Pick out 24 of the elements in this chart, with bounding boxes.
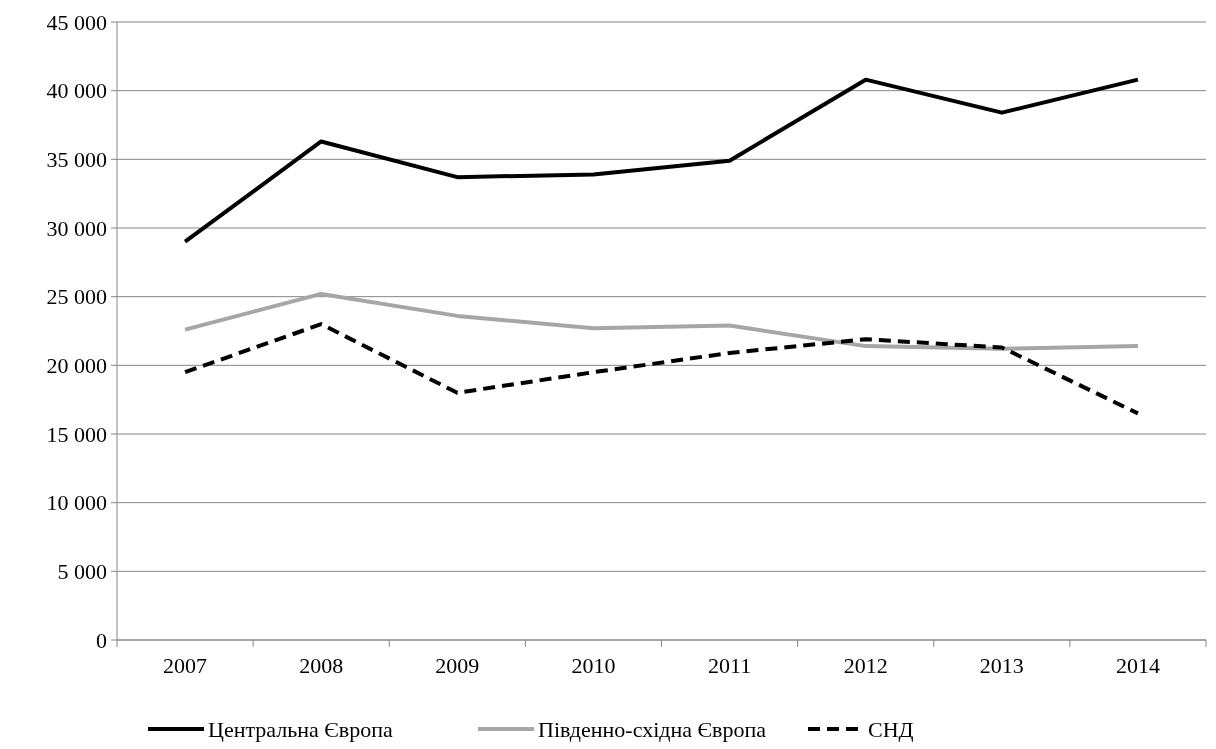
x-tick-label: 2008	[299, 653, 344, 678]
x-tick-label: 2009	[435, 653, 480, 678]
y-tick-label: 0	[96, 627, 107, 653]
line-series	[183, 322, 1140, 416]
y-tick-label: 5 000	[57, 559, 107, 585]
legend-label: Південно-східна Європа	[538, 716, 767, 742]
x-tick-label: 2011	[707, 653, 752, 678]
y-tick-label: 10 000	[46, 490, 107, 516]
x-tick-label: 2012	[843, 653, 888, 678]
x-tick-label: 2010	[571, 653, 616, 678]
y-tick-label: 25 000	[46, 284, 107, 310]
y-tick-label: 30 000	[46, 215, 107, 241]
line-series	[183, 77, 1140, 244]
y-tick-label: 40 000	[46, 78, 107, 104]
y-tick-label: 15 000	[46, 421, 107, 447]
y-tick-label: 45 000	[46, 9, 107, 35]
y-tick-label: 20 000	[46, 353, 107, 379]
legend-label: СНД	[868, 716, 914, 742]
x-tick-label: 2014	[1115, 653, 1160, 678]
legend-label: Центральна Європа	[208, 716, 393, 742]
line-series	[183, 291, 1140, 351]
x-tick-label: 2007	[163, 653, 208, 678]
x-tick-label: 2013	[979, 653, 1024, 678]
y-tick-label: 35 000	[46, 147, 107, 173]
